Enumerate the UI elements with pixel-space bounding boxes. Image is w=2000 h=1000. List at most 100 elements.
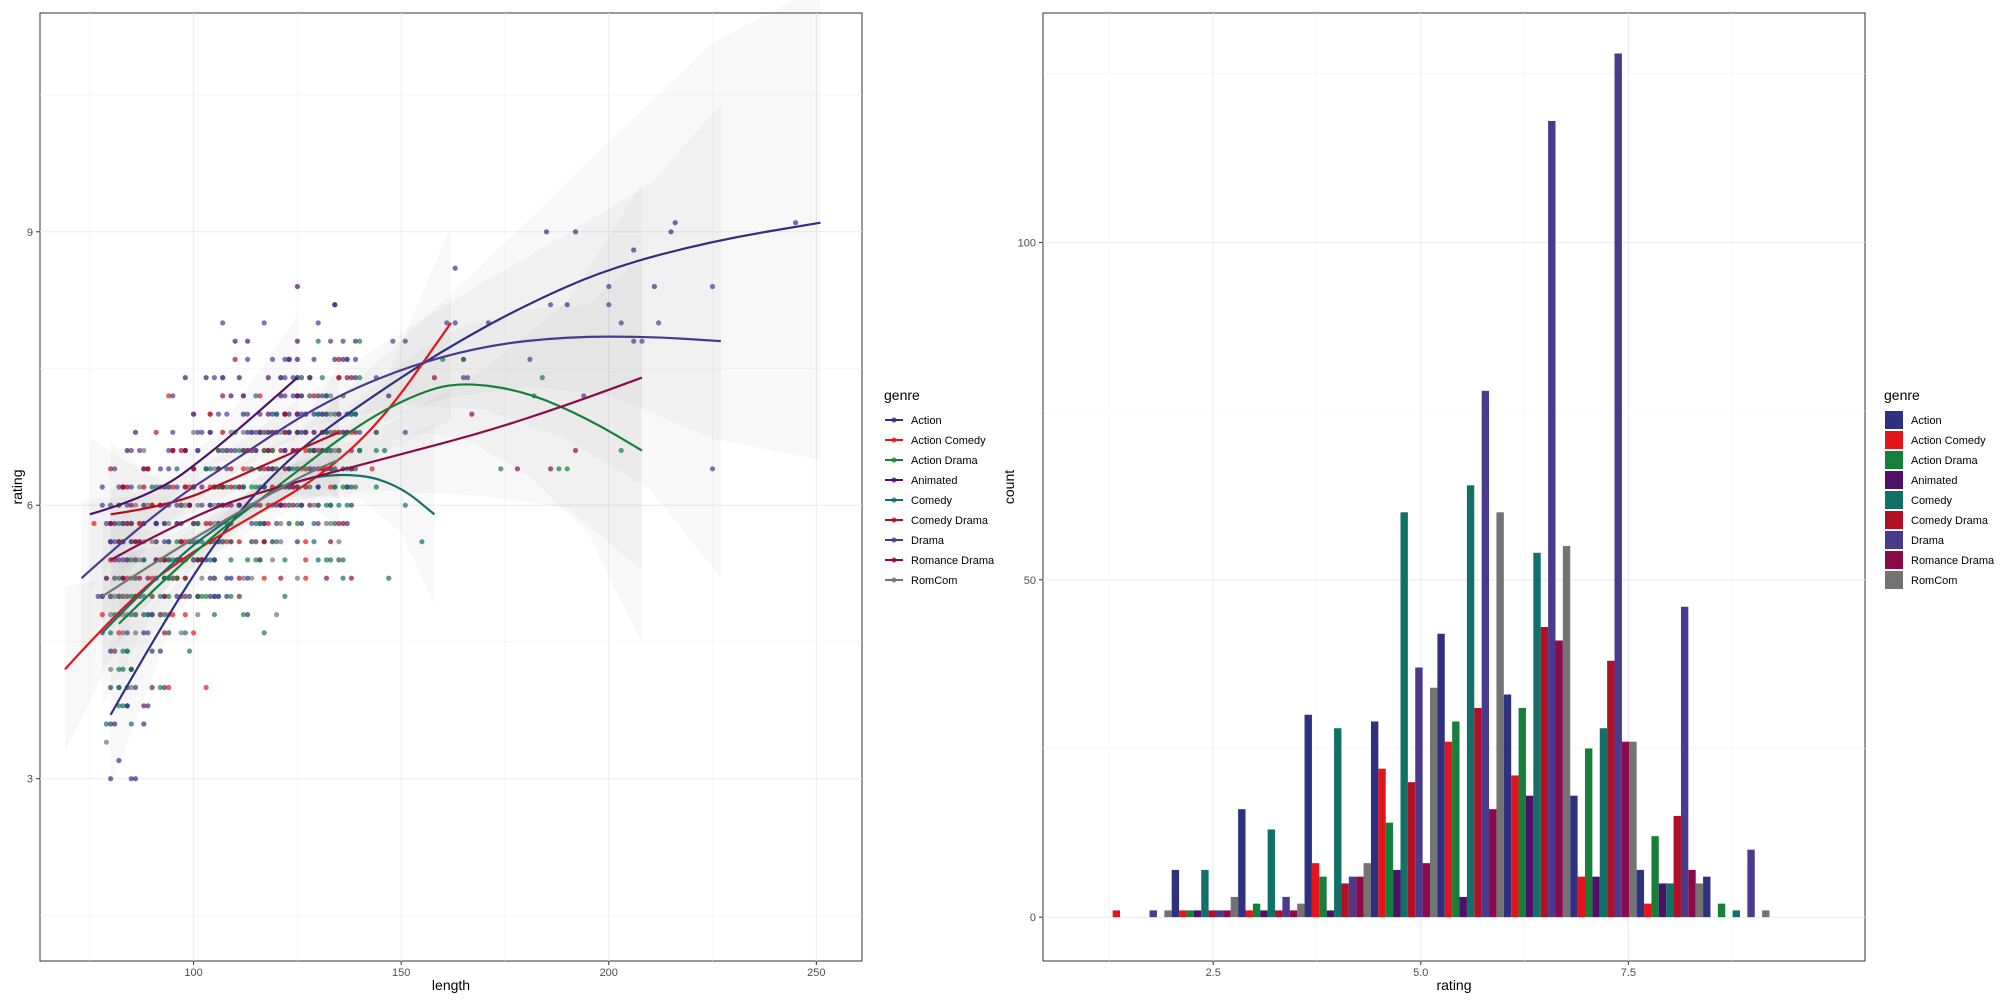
scatter-point-action-drama <box>195 520 201 527</box>
scatter-point-action <box>315 484 321 490</box>
scatter-point-drama <box>656 320 662 326</box>
legend-label-drama: Drama <box>1911 535 1945 547</box>
bar-romcom <box>1430 687 1438 918</box>
scatter-point-romance-drama <box>220 393 226 399</box>
scatter-point-comedy <box>373 484 379 490</box>
scatter-point-romcom <box>149 539 155 545</box>
scatter-point-comedy-drama <box>311 393 317 399</box>
scatter-point-romcom <box>108 666 114 672</box>
scatter-point-romance-drama <box>340 520 346 527</box>
scatter-point-comedy <box>240 484 246 490</box>
scatter-point-drama <box>311 447 317 454</box>
scatter-point-action-drama <box>539 375 545 381</box>
scatter-point-comedy <box>328 502 334 508</box>
scatter-point-drama <box>103 520 109 527</box>
scatter-point-action <box>108 684 114 691</box>
scatter-point-comedy <box>120 703 126 709</box>
legend-key-point-action <box>891 417 897 423</box>
scatter-point-drama <box>224 411 230 417</box>
scatter-point-drama <box>290 393 296 399</box>
scatter-point-romance-drama <box>282 502 288 508</box>
legend-label-animated: Animated <box>1911 475 1957 487</box>
scatter-point-action <box>207 575 213 581</box>
scatter-point-action <box>298 429 305 435</box>
legend-label-comedy-drama: Comedy Drama <box>1911 515 1989 527</box>
scatter-point-action-comedy <box>328 484 334 490</box>
confidence-band-animated <box>89 315 298 591</box>
scatter-point-action-comedy <box>261 575 267 581</box>
bar-action <box>1636 869 1645 918</box>
scatter-point-action-drama <box>236 447 242 454</box>
scatter-point-action-drama <box>328 429 334 435</box>
histogram-legend-title: genre <box>1884 387 1920 403</box>
scatter-point-romcom <box>182 502 188 508</box>
scatter-point-action-comedy <box>303 447 309 454</box>
bar-romance-drama <box>1422 863 1431 918</box>
scatter-point-romance-drama <box>161 593 168 600</box>
scatter-point-comedy-drama <box>236 539 242 545</box>
scatter-point-action-comedy <box>203 684 209 691</box>
legend-label-comedy: Comedy <box>1911 495 1952 507</box>
smooth-line-action <box>109 221 821 716</box>
scatter-smooth-lines <box>64 221 821 716</box>
scatter-point-romance-drama <box>572 447 579 454</box>
scatter-point-action-drama <box>215 447 222 454</box>
x-tick-label: 7.5 <box>1621 967 1636 979</box>
legend-key-swatch-comedy-drama <box>1885 511 1903 529</box>
scatter-point-romcom <box>124 593 130 600</box>
bar-animated <box>1658 883 1667 918</box>
scatter-point-comedy <box>128 557 134 563</box>
scatter-point-comedy <box>145 612 151 618</box>
scatter-point-drama <box>128 447 134 454</box>
bar-drama <box>1680 606 1689 918</box>
confidence-band-romance-drama <box>110 184 642 632</box>
bar-action-comedy <box>1511 775 1519 918</box>
bar-drama <box>1548 120 1556 918</box>
scatter-y-axis-title: rating <box>9 469 25 504</box>
scatter-point-romance-drama <box>352 429 359 435</box>
scatter-point-romcom <box>116 593 122 600</box>
scatter-point-action-comedy <box>303 575 309 581</box>
scatter-point-drama <box>298 502 305 508</box>
scatter-point-action-drama <box>556 466 562 472</box>
y-tick-label: 9 <box>27 227 33 239</box>
scatter-point-romcom <box>298 375 305 381</box>
bar-comedy-drama <box>1474 707 1482 918</box>
scatter-point-animated <box>132 429 139 435</box>
scatter-point-action <box>157 648 163 654</box>
scatter-point-comedy <box>161 612 168 618</box>
legend-label-romcom: RomCom <box>911 575 957 587</box>
scatter-point-romance-drama <box>178 539 184 545</box>
scatter-point-drama <box>286 466 292 472</box>
legend-key-swatch-drama <box>1885 531 1903 549</box>
scatter-point-romcom <box>245 466 251 472</box>
scatter-point-comedy <box>382 447 388 454</box>
scatter-point-drama <box>99 484 105 490</box>
scatter-point-action-drama <box>199 593 205 600</box>
scatter-point-romcom <box>132 502 139 508</box>
bar-action-drama <box>1319 876 1327 918</box>
scatter-point-animated <box>294 356 300 362</box>
scatter-point-romcom <box>108 612 114 618</box>
scatter-point-action <box>141 721 147 727</box>
scatter-point-action-drama <box>340 484 346 490</box>
confidence-band-comedy <box>102 423 435 707</box>
scatter-point-drama <box>298 393 305 399</box>
scatter-point-drama <box>220 320 226 326</box>
scatter-point-comedy <box>195 593 201 600</box>
scatter-point-action <box>112 721 118 727</box>
scatter-point-comedy-drama <box>145 466 151 472</box>
scatter-point-animated <box>141 502 147 508</box>
scatter-point-romcom <box>307 466 313 472</box>
scatter-point-drama <box>315 520 321 527</box>
scatter-point-drama <box>99 502 105 508</box>
smooth-line-romcom <box>101 458 340 598</box>
scatter-point-action-comedy <box>137 520 143 527</box>
scatter-point-romance-drama <box>348 375 354 381</box>
scatter-point-comedy <box>257 520 263 527</box>
scatter-point-comedy <box>120 666 126 672</box>
scatter-point-animated <box>232 338 238 344</box>
scatter-point-action-drama <box>294 520 300 527</box>
scatter-point-romance-drama <box>182 447 188 454</box>
